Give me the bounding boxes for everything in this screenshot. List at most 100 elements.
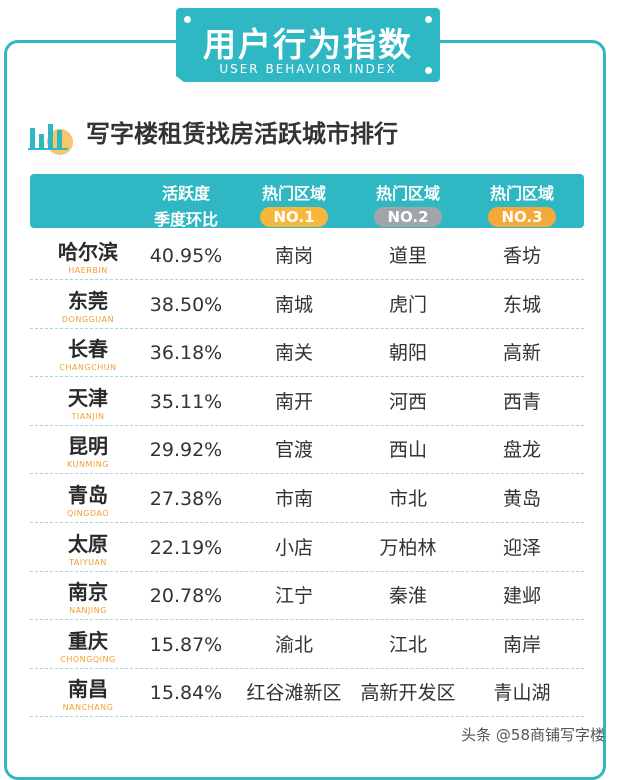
activity-rate: 35.11% bbox=[149, 390, 223, 413]
title-banner: 用户行为指数 USER BEHAVIOR INDEX bbox=[176, 8, 440, 82]
city-pinyin: NANJING bbox=[69, 606, 107, 616]
hot-district-2: 江北 bbox=[388, 633, 427, 656]
banner-dot bbox=[184, 16, 191, 23]
header-hot-2: 热门区域 NO.2 bbox=[350, 174, 466, 228]
table-row: 天津 TIANJIN 35.11% 南开 河西 西青 bbox=[30, 378, 584, 426]
city-name: 南昌 bbox=[68, 677, 108, 702]
table-row: 长春 CHANGCHUN 36.18% 南关 朝阳 高新 bbox=[30, 329, 584, 378]
hot-district-3: 东城 bbox=[502, 293, 541, 316]
city-name: 太原 bbox=[68, 531, 108, 556]
city-name: 重庆 bbox=[68, 628, 108, 653]
hot-district-3: 迎泽 bbox=[502, 536, 541, 559]
hot-district-3: 香坊 bbox=[502, 245, 541, 267]
hot-district-3: 南岸 bbox=[502, 633, 541, 656]
city-cell: 长春 CHANGCHUN bbox=[46, 333, 130, 372]
hot-district-1: 江宁 bbox=[274, 585, 313, 608]
activity-rate: 27.38% bbox=[149, 488, 223, 510]
city-name: 青岛 bbox=[68, 483, 108, 507]
hot-district-1: 南关 bbox=[274, 342, 313, 365]
city-name: 东莞 bbox=[68, 288, 108, 313]
hot-district-2: 市北 bbox=[388, 488, 427, 510]
city-pinyin: HAERBIN bbox=[68, 266, 108, 275]
table-row: 昆明 KUNMING 29.92% 官渡 西山 盘龙 bbox=[30, 426, 584, 475]
rank-badge-3: NO.3 bbox=[488, 207, 556, 227]
section-title: 写字楼租赁找房活跃城市排行 bbox=[86, 120, 398, 148]
header-hot-label: 热门区域 bbox=[489, 184, 554, 203]
hot-district-1: 南城 bbox=[274, 293, 313, 316]
activity-rate: 20.78% bbox=[149, 585, 223, 608]
city-name: 长春 bbox=[68, 337, 108, 362]
table-row: 东莞 DONGGUAN 38.50% 南城 虎门 东城 bbox=[30, 281, 584, 329]
city-pinyin: DONGGUAN bbox=[61, 314, 115, 324]
hot-district-1: 市南 bbox=[274, 488, 313, 510]
city-cell: 南昌 NANCHANG bbox=[46, 673, 130, 712]
city-cell: 天津 TIANJIN bbox=[46, 382, 130, 421]
city-name: 哈尔滨 bbox=[58, 240, 118, 264]
activity-rate: 15.84% bbox=[149, 682, 223, 705]
city-cell: 哈尔滨 HAERBIN bbox=[46, 236, 130, 275]
table-row: 太原 TAIYUAN 22.19% 小店 万柏林 迎泽 bbox=[30, 524, 584, 572]
city-pinyin: NANCHANG bbox=[62, 703, 114, 713]
city-pinyin: KUNMING bbox=[67, 460, 109, 470]
table-header: 活跃度 季度环比 热门区域 NO.1 热门区域 NO.2 热门区域 NO.3 bbox=[30, 174, 584, 229]
city-cell: 昆明 KUNMING bbox=[46, 430, 130, 469]
header-hot-label: 热门区域 bbox=[375, 184, 440, 203]
city-pinyin: CHONGQING bbox=[60, 654, 116, 664]
hot-district-3: 黄岛 bbox=[502, 488, 541, 510]
city-pinyin: TIANJIN bbox=[71, 411, 105, 421]
hot-district-2: 西山 bbox=[388, 439, 427, 462]
header-activity-line1: 活跃度 bbox=[161, 184, 210, 203]
rank-badge-1: NO.1 bbox=[260, 207, 328, 227]
city-cell: 青岛 QINGDAO bbox=[46, 479, 130, 518]
hot-district-2: 虎门 bbox=[388, 293, 427, 316]
city-cell: 南京 NANJING bbox=[46, 576, 130, 615]
hot-district-3: 西青 bbox=[502, 390, 541, 413]
rank-badge-2: NO.2 bbox=[374, 207, 442, 227]
watermark: 头条 @58商铺写字楼 bbox=[461, 726, 605, 744]
city-name: 天津 bbox=[68, 385, 108, 410]
city-name: 南京 bbox=[68, 580, 108, 605]
city-cell: 东莞 DONGGUAN bbox=[46, 285, 130, 324]
table-row: 哈尔滨 HAERBIN 40.95% 南岗 道里 香坊 bbox=[30, 232, 584, 280]
hot-district-3: 高新 bbox=[502, 342, 541, 365]
city-name: 昆明 bbox=[68, 434, 108, 459]
city-cell: 太原 TAIYUAN bbox=[46, 528, 130, 567]
hot-district-1: 官渡 bbox=[274, 439, 313, 462]
hot-district-2: 秦淮 bbox=[388, 585, 427, 608]
city-pinyin: TAIYUAN bbox=[69, 557, 107, 567]
activity-rate: 15.87% bbox=[149, 633, 223, 656]
hot-district-2: 万柏林 bbox=[379, 536, 437, 559]
banner-subtitle: USER BEHAVIOR INDEX bbox=[219, 62, 397, 76]
table-row: 南京 NANJING 20.78% 江宁 秦淮 建邺 bbox=[30, 572, 584, 621]
city-pinyin: QINGDAO bbox=[67, 509, 109, 518]
city-cell: 重庆 CHONGQING bbox=[46, 625, 130, 664]
header-hot-3: 热门区域 NO.3 bbox=[464, 174, 580, 228]
table-row: 青岛 QINGDAO 27.38% 市南 市北 黄岛 bbox=[30, 475, 584, 523]
activity-rate: 38.50% bbox=[149, 293, 223, 316]
hot-district-1: 渝北 bbox=[274, 633, 313, 656]
banner-dot bbox=[425, 67, 432, 74]
banner-title: 用户行为指数 bbox=[203, 25, 413, 64]
header-hot-label: 热门区域 bbox=[261, 184, 326, 203]
header-hot-1: 热门区域 NO.1 bbox=[236, 174, 352, 228]
activity-rate: 36.18% bbox=[149, 342, 223, 365]
hot-district-1: 小店 bbox=[274, 536, 313, 559]
activity-rate: 40.95% bbox=[149, 245, 223, 267]
header-activity-line2: 季度环比 bbox=[153, 210, 218, 229]
hot-district-2: 河西 bbox=[388, 390, 427, 413]
header-activity: 活跃度 季度环比 bbox=[126, 174, 246, 229]
hot-district-2: 朝阳 bbox=[388, 342, 427, 365]
hot-district-1: 红谷滩新区 bbox=[246, 682, 342, 705]
hot-district-2: 高新开发区 bbox=[360, 682, 456, 705]
hot-district-1: 南岗 bbox=[274, 245, 313, 267]
hot-district-3: 青山湖 bbox=[493, 682, 551, 705]
bar-chart-icon bbox=[28, 124, 73, 155]
table-row: 南昌 NANCHANG 15.84% 红谷滩新区 高新开发区 青山湖 bbox=[30, 669, 584, 718]
banner-dot bbox=[425, 16, 432, 23]
activity-rate: 29.92% bbox=[149, 439, 223, 462]
activity-rate: 22.19% bbox=[149, 536, 223, 559]
hot-district-1: 南开 bbox=[274, 390, 313, 413]
hot-district-3: 盘龙 bbox=[502, 439, 541, 462]
hot-district-2: 道里 bbox=[388, 245, 427, 267]
hot-district-3: 建邺 bbox=[502, 585, 541, 608]
